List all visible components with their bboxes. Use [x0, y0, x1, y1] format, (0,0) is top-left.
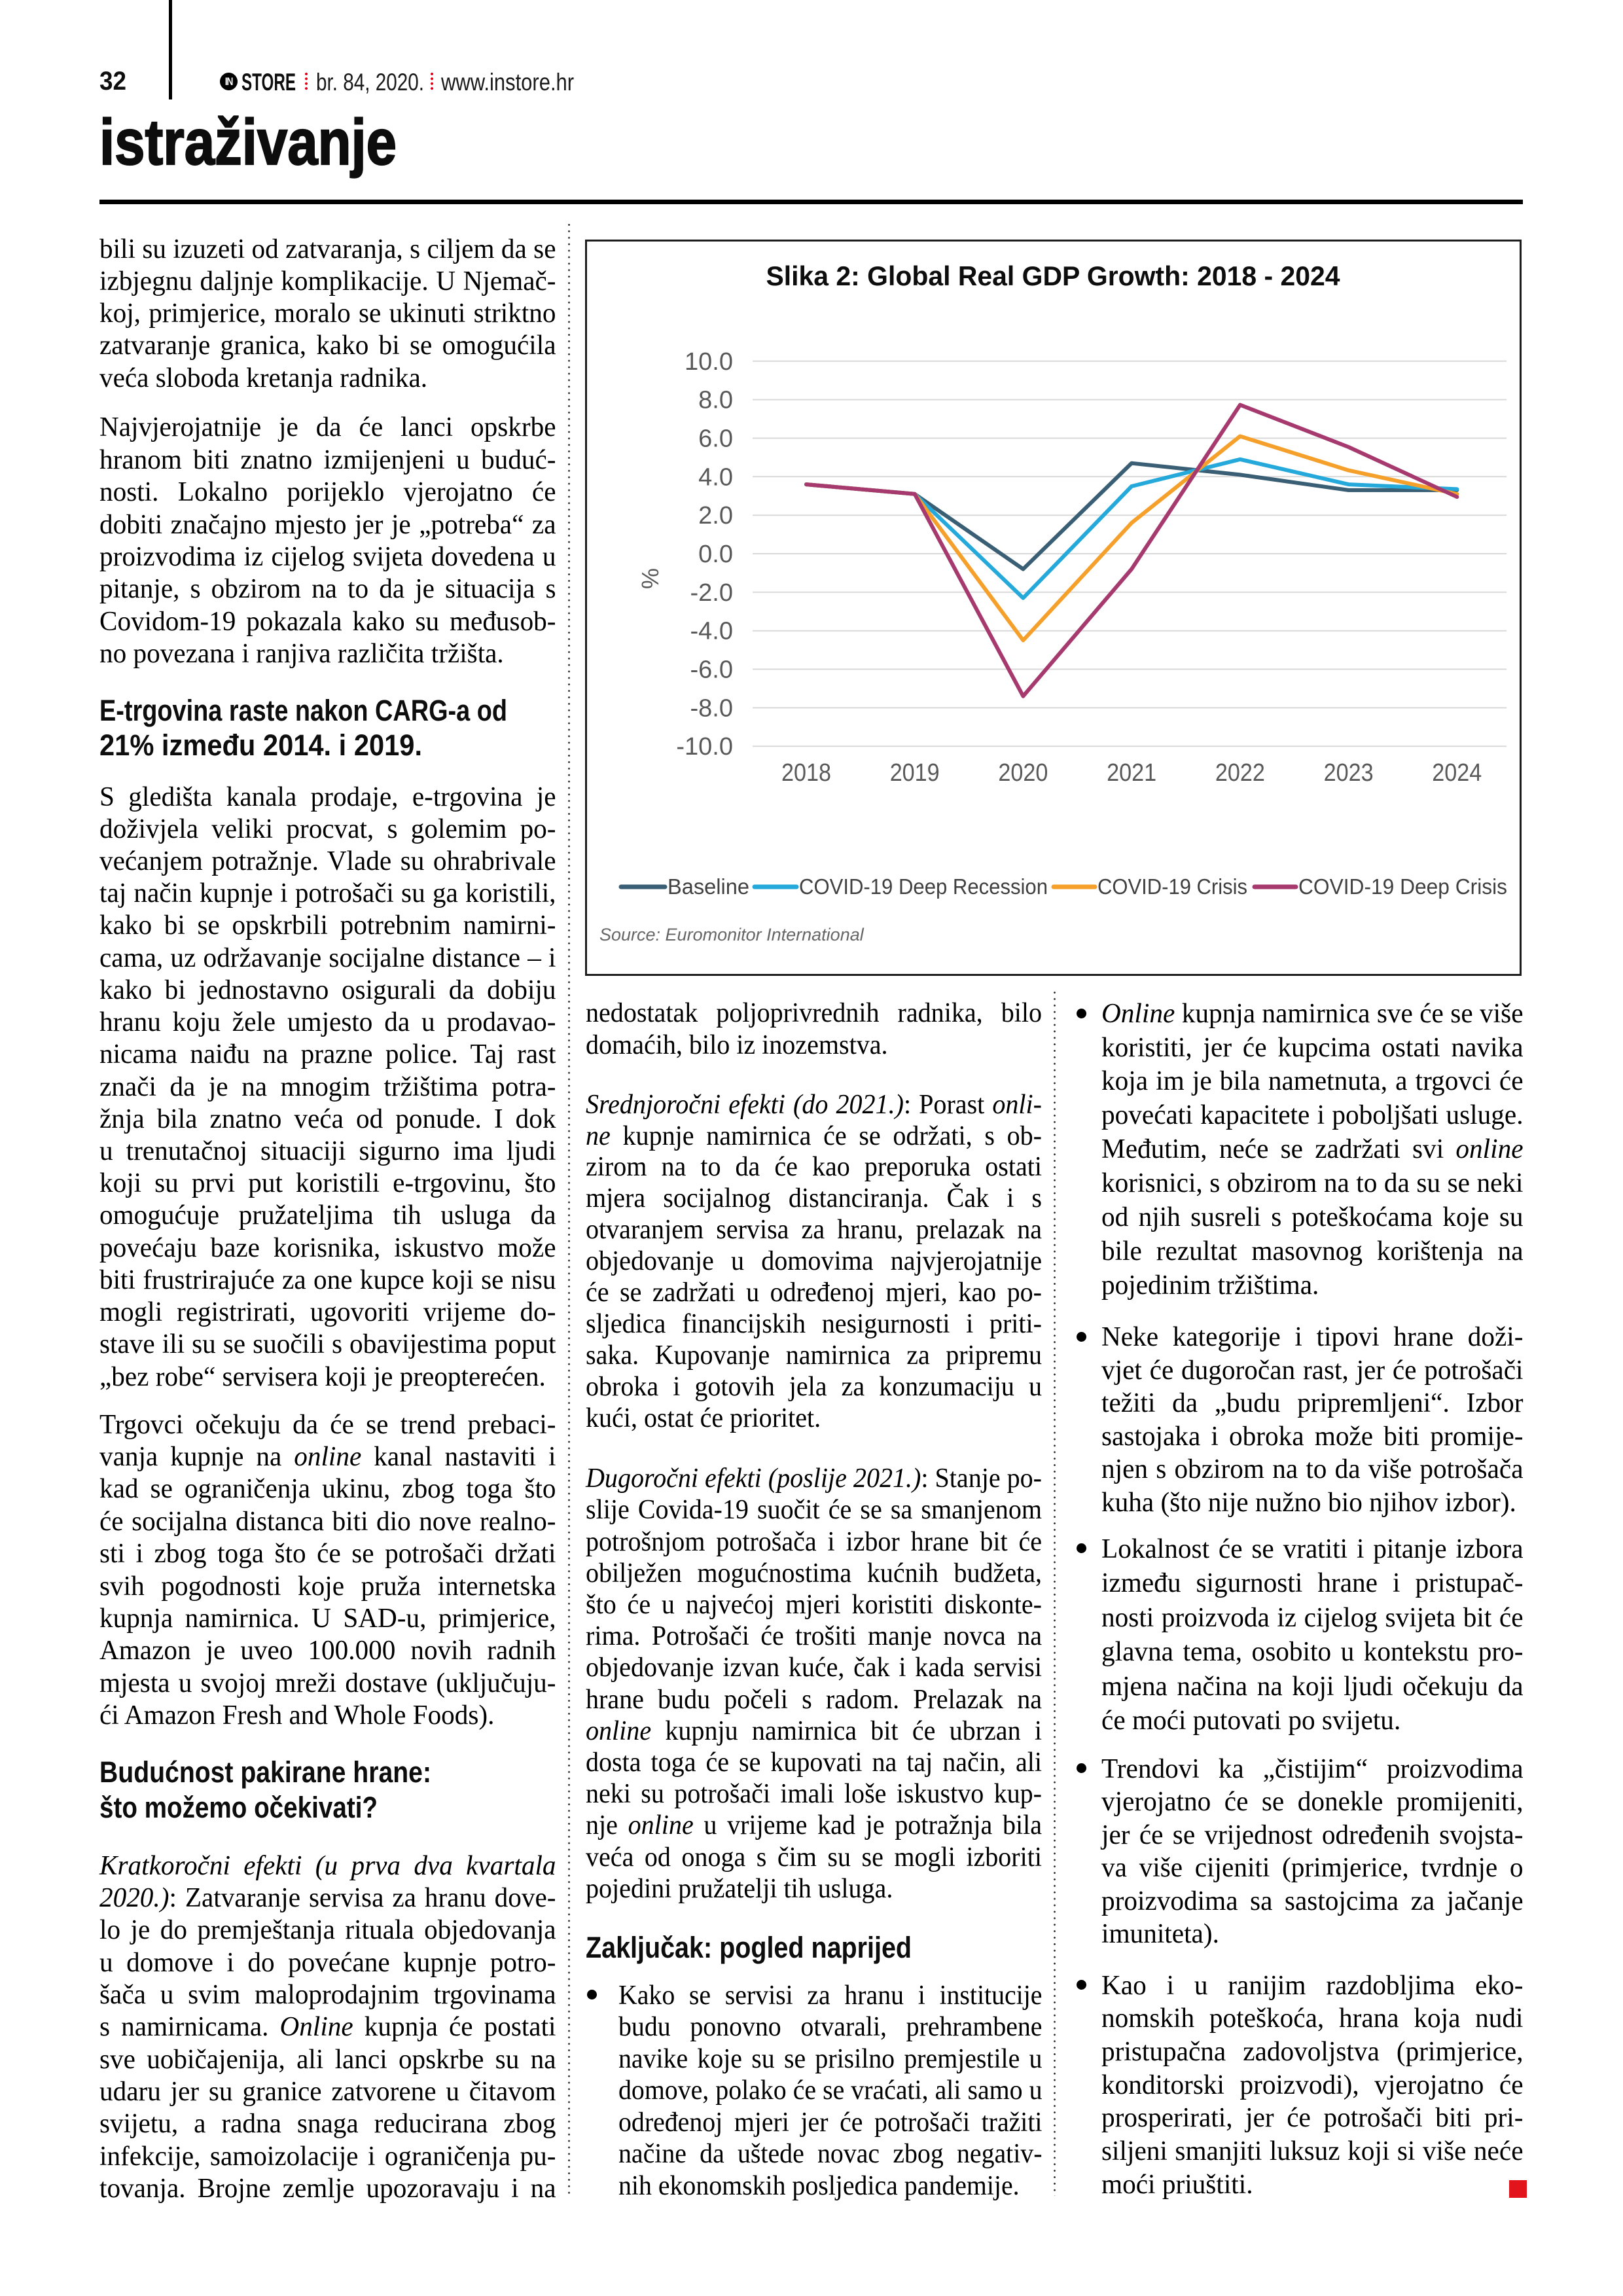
svg-text:2023: 2023 [1324, 759, 1374, 787]
svg-text:Source: Euromonitor Internatio: Source: Euromonitor International [599, 925, 865, 944]
svg-text:2021: 2021 [1107, 759, 1156, 787]
svg-text:2019: 2019 [890, 759, 940, 787]
svg-text:6.0: 6.0 [698, 425, 733, 453]
svg-text:-6.0: -6.0 [690, 656, 733, 684]
svg-text:Baseline: Baseline [668, 874, 749, 899]
svg-text:2020: 2020 [998, 759, 1048, 787]
svg-text:8.0: 8.0 [698, 387, 733, 414]
svg-text:2.0: 2.0 [698, 502, 733, 529]
svg-text:COVID-19 Deep Crisis: COVID-19 Deep Crisis [1298, 874, 1507, 899]
svg-text:COVID-19 Deep Recession: COVID-19 Deep Recession [799, 874, 1048, 899]
svg-text:2018: 2018 [781, 759, 831, 787]
svg-text:%: % [637, 568, 664, 589]
svg-text:-2.0: -2.0 [690, 579, 733, 607]
svg-text:Slika 2: Global Real GDP Growt: Slika 2: Global Real GDP Growth: 2018 - … [766, 260, 1341, 291]
svg-text:4.0: 4.0 [698, 463, 733, 491]
svg-text:2024: 2024 [1432, 759, 1482, 787]
svg-text:2022: 2022 [1215, 759, 1265, 787]
svg-text:-4.0: -4.0 [690, 618, 733, 645]
svg-text:0.0: 0.0 [698, 541, 733, 568]
svg-text:COVID-19 Crisis: COVID-19 Crisis [1097, 874, 1247, 899]
svg-text:10.0: 10.0 [685, 348, 733, 376]
svg-text:-10.0: -10.0 [676, 733, 733, 761]
svg-text:-8.0: -8.0 [690, 694, 733, 722]
